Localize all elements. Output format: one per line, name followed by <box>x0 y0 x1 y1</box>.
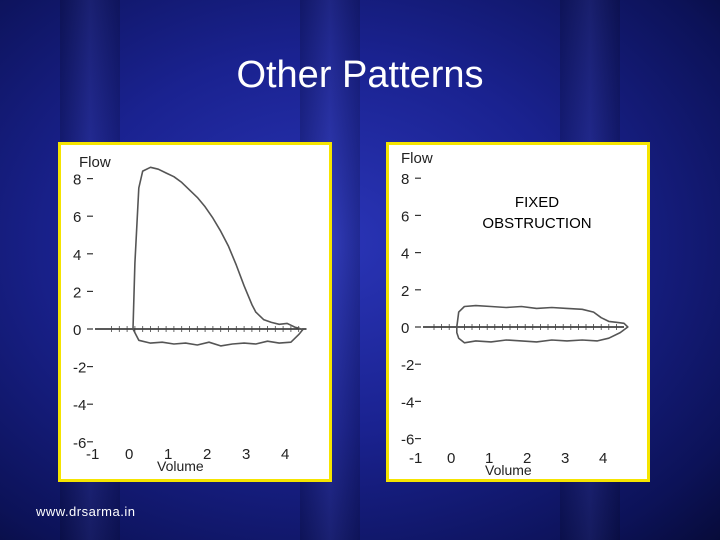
x-tick-label: 0 <box>125 446 133 463</box>
x-tick-label: 0 <box>447 450 455 467</box>
x-axis-label: Volume <box>157 458 204 474</box>
y-tick-label: 2 <box>73 284 81 301</box>
y-tick-label: 4 <box>73 247 81 264</box>
annotation-line: FIXED <box>514 194 560 211</box>
x-tick-label: 3 <box>242 446 250 463</box>
y-tick-label: 8 <box>401 171 409 188</box>
flow-volume-loop <box>132 166 304 347</box>
y-tick-label: 0 <box>73 322 81 339</box>
y-tick-label: 0 <box>401 320 409 337</box>
x-tick-label: 2 <box>523 450 531 467</box>
x-tick-label: 4 <box>281 446 289 463</box>
chart-svg: 8 6 4 2 0 -2 -4 -6 Flow -1 0 1 2 3 4 Volume <box>73 154 307 474</box>
x-tick-label: -1 <box>86 446 99 463</box>
y-tick-label: 6 <box>401 208 409 225</box>
x-tick-label: 1 <box>485 450 493 467</box>
footer-url: www.drsarma.in <box>36 504 136 519</box>
x-tick-label: 4 <box>599 450 607 467</box>
x-axis-label: Volume <box>485 462 532 478</box>
chart-annotation: FIXED OBSTRUCTION <box>457 192 617 234</box>
y-tick-label: -6 <box>401 432 414 449</box>
y-tick-label: -2 <box>73 360 86 377</box>
annotation-line: OBSTRUCTION <box>482 215 592 232</box>
y-axis-label: Flow <box>79 154 111 171</box>
y-tick-label: -4 <box>401 394 414 411</box>
y-tick-label: -6 <box>73 435 86 452</box>
y-tick-label: -4 <box>73 397 86 414</box>
chart-svg: 8 6 4 2 0 -2 -4 -6 Flow -1 0 1 2 3 4 Volume <box>401 150 629 478</box>
y-tick-label: 4 <box>401 246 409 263</box>
flow-volume-chart-normal: 8 6 4 2 0 -2 -4 -6 Flow -1 0 1 2 3 4 Volume <box>58 142 332 482</box>
slide-title: Other Patterns <box>236 54 484 96</box>
x-tick-label: 1 <box>164 446 172 463</box>
flow-volume-chart-fixed-obstruction: 8 6 4 2 0 -2 -4 -6 Flow -1 0 1 2 3 4 Volume FIXED OBSTR… <box>386 142 650 482</box>
y-axis-label: Flow <box>401 150 433 167</box>
flow-volume-loop <box>456 304 629 344</box>
y-tick-label: 2 <box>401 283 409 300</box>
x-tick-label: 2 <box>203 446 211 463</box>
x-tick-label: -1 <box>409 450 422 467</box>
y-tick-label: 6 <box>73 209 81 226</box>
y-tick-label: -2 <box>401 357 414 374</box>
x-tick-label: 3 <box>561 450 569 467</box>
y-tick-label: 8 <box>73 172 81 189</box>
